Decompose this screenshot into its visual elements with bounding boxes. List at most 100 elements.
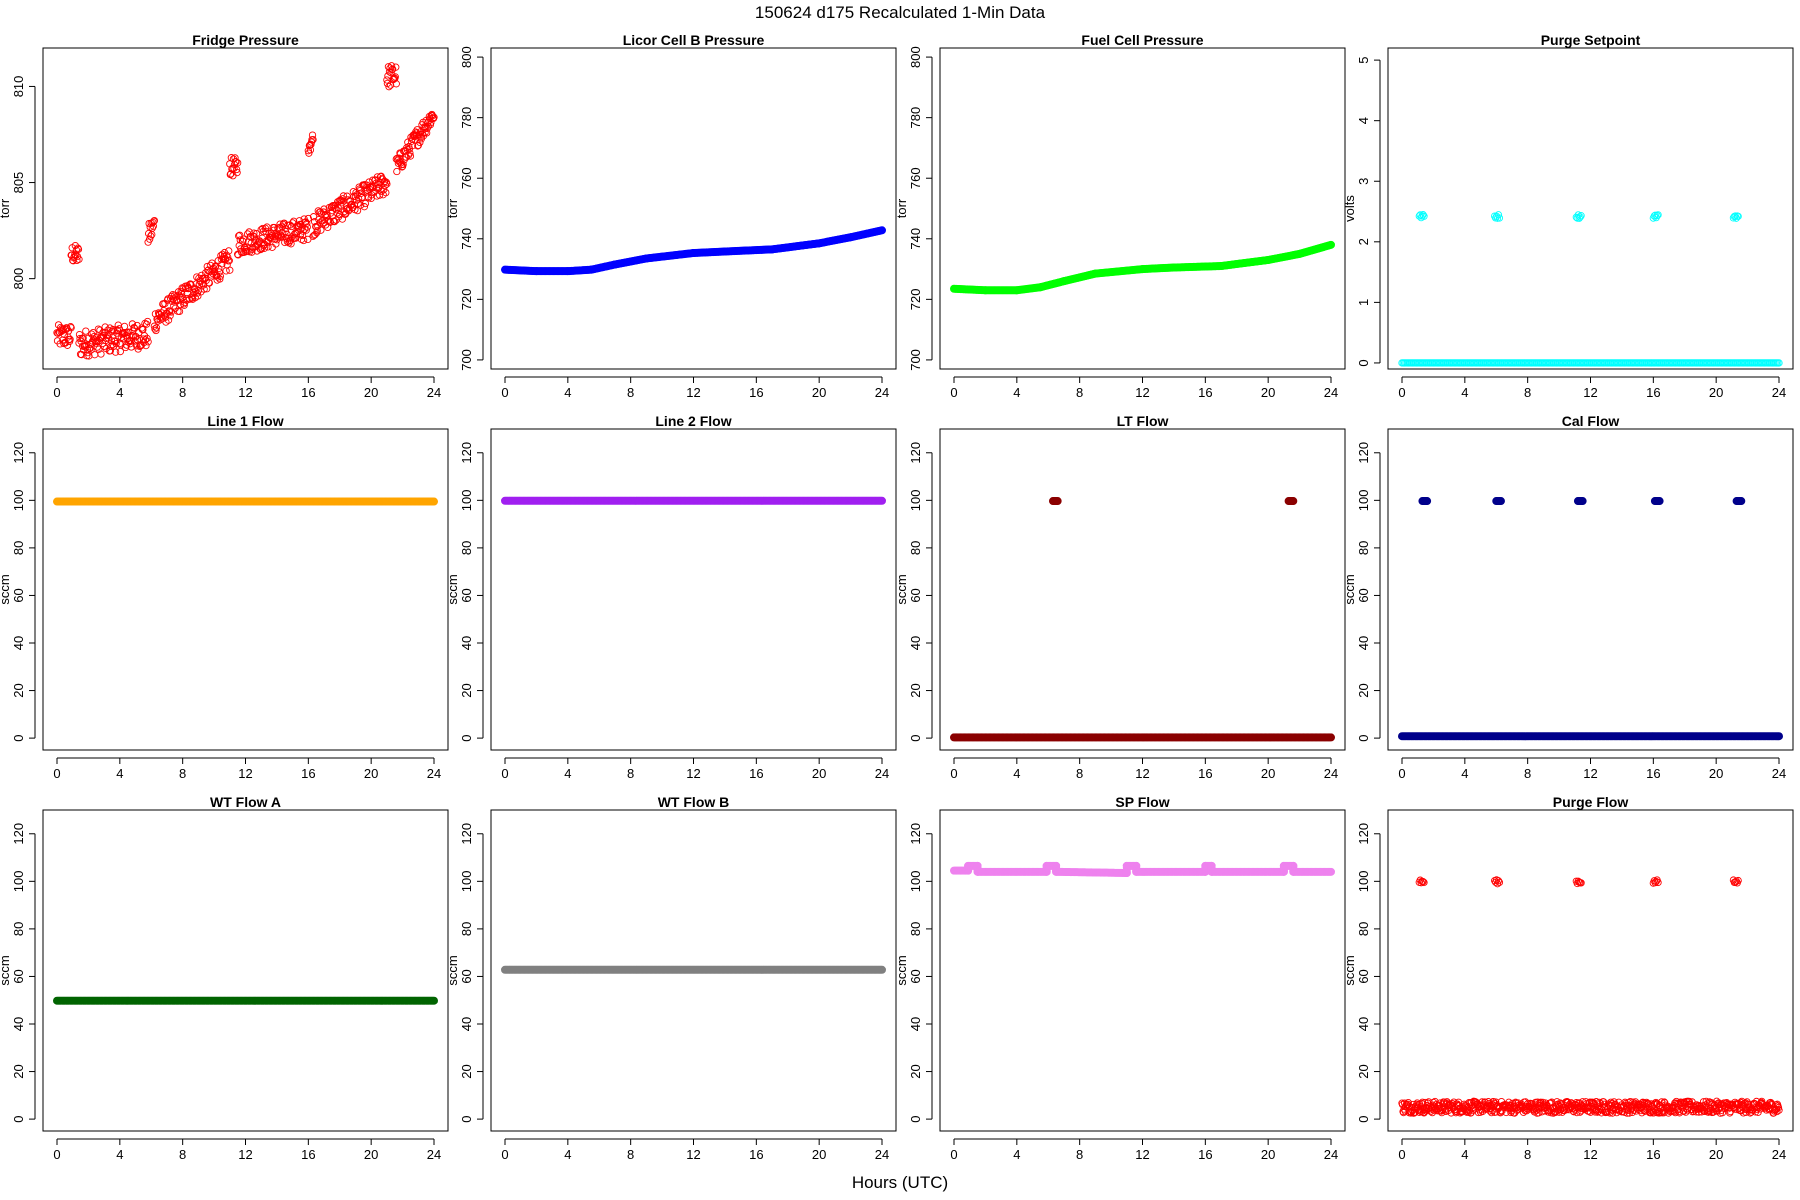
- data-point: [423, 129, 431, 137]
- x-tick-label: 8: [1076, 385, 1083, 400]
- y-tick-label: 100: [1356, 870, 1371, 892]
- y-tick-label: 20: [908, 1064, 923, 1078]
- x-tick-label: 12: [1135, 385, 1149, 400]
- x-tick-label: 20: [364, 766, 378, 781]
- data-point: [1715, 1099, 1723, 1107]
- y-tick-label: 1: [1356, 299, 1371, 306]
- x-tick-label: 16: [1198, 766, 1212, 781]
- y-tick-label: 40: [1356, 636, 1371, 650]
- data-point: [1415, 212, 1423, 220]
- x-tick-label: 4: [564, 385, 571, 400]
- y-tick-label: 60: [1356, 588, 1371, 602]
- data-point: [261, 224, 270, 232]
- data-point: [130, 324, 139, 332]
- data-point: [225, 257, 233, 265]
- x-tick-label: 0: [950, 766, 957, 781]
- x-tick-label: 24: [1324, 385, 1338, 400]
- data-point: [1327, 240, 1336, 249]
- x-tick-label: 16: [1646, 385, 1660, 400]
- y-tick-label: 40: [459, 636, 474, 650]
- chart-main-title: 150624 d175 Recalculated 1-Min Data: [755, 3, 1046, 22]
- data-point: [399, 160, 407, 169]
- data-point: [360, 203, 369, 211]
- data-point: [416, 138, 424, 147]
- y-tick-label: 60: [11, 969, 26, 983]
- y-tick-label: 80: [11, 922, 26, 936]
- data-point: [146, 235, 154, 243]
- data-point: [357, 201, 365, 209]
- data-point: [406, 152, 415, 160]
- data-point: [67, 324, 75, 332]
- x-tick-label: 12: [1583, 1147, 1597, 1162]
- x-tick-label: 24: [1772, 1147, 1786, 1162]
- x-tick-label: 4: [1461, 385, 1468, 400]
- y-tick-label: 100: [459, 489, 474, 511]
- y-axis-label: torr: [894, 198, 909, 218]
- data-point: [330, 218, 339, 226]
- y-tick-label: 100: [1356, 489, 1371, 511]
- y-tick-label: 80: [1356, 922, 1371, 936]
- data-point: [1650, 1109, 1658, 1117]
- data-point: [1400, 1099, 1409, 1107]
- data-point: [1464, 1103, 1472, 1111]
- data-point: [303, 223, 311, 231]
- panel-title: SP Flow: [1115, 794, 1169, 810]
- x-tick-label: 0: [501, 766, 508, 781]
- data-point: [149, 218, 157, 227]
- data-point: [61, 339, 70, 347]
- data-point: [233, 168, 241, 177]
- data-point: [86, 340, 95, 349]
- panel-title: Fridge Pressure: [192, 32, 299, 48]
- data-point: [338, 199, 346, 207]
- y-tick-label: 100: [908, 489, 923, 511]
- data-point: [250, 229, 258, 237]
- y-tick-label: 40: [908, 636, 923, 650]
- y-tick-label: 100: [11, 489, 26, 511]
- data-point: [233, 159, 242, 167]
- x-tick-label: 20: [364, 385, 378, 400]
- data-point: [878, 965, 887, 974]
- data-point: [387, 69, 395, 77]
- y-tick-label: 2: [1356, 238, 1371, 245]
- data-point: [273, 236, 281, 244]
- y-tick-label: 780: [908, 107, 923, 129]
- data-point: [87, 330, 96, 338]
- data-point: [209, 264, 218, 273]
- y-tick-label: 740: [459, 228, 474, 250]
- data-point: [1578, 497, 1587, 506]
- data-series: [1398, 876, 1783, 1117]
- y-tick-label: 80: [11, 541, 26, 555]
- y-tick-label: 20: [11, 683, 26, 697]
- data-point: [1775, 1106, 1783, 1114]
- x-tick-label: 24: [875, 1147, 889, 1162]
- x-tick-label: 4: [1013, 1147, 1020, 1162]
- data-point: [331, 204, 339, 213]
- y-tick-label: 120: [1356, 823, 1371, 845]
- data-point: [339, 192, 348, 200]
- x-tick-label: 16: [301, 1147, 315, 1162]
- y-tick-label: 20: [11, 1064, 26, 1078]
- data-point: [1577, 212, 1585, 220]
- x-tick-label: 8: [1524, 385, 1531, 400]
- data-point: [268, 243, 276, 251]
- y-tick-label: 3: [1356, 178, 1371, 185]
- y-axis-label: sccm: [1342, 574, 1357, 604]
- x-tick-label: 12: [1135, 1147, 1149, 1162]
- data-point: [211, 263, 219, 271]
- y-tick-label: 80: [1356, 541, 1371, 555]
- y-tick-label: 740: [908, 228, 923, 250]
- x-tick-label: 16: [1198, 1147, 1212, 1162]
- x-tick-label: 8: [1076, 1147, 1083, 1162]
- data-point: [878, 226, 887, 235]
- x-tick-label: 0: [1398, 385, 1405, 400]
- data-point: [1494, 211, 1503, 219]
- data-point: [387, 62, 396, 70]
- x-tick-label: 4: [564, 766, 571, 781]
- data-series: [53, 996, 438, 1005]
- x-tick-label: 20: [1709, 766, 1723, 781]
- data-point: [111, 348, 120, 356]
- data-point: [430, 113, 438, 121]
- x-tick-label: 4: [116, 766, 123, 781]
